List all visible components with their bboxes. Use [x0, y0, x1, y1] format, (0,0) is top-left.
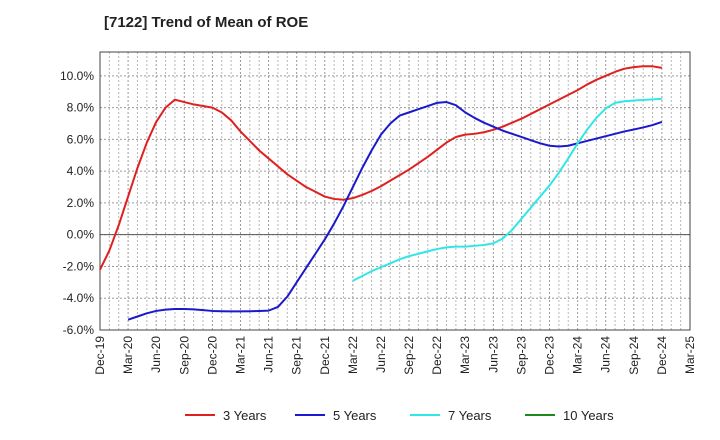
- x-tick-label: Mar-20: [121, 336, 135, 374]
- x-tick-label: Dec-20: [205, 336, 219, 375]
- y-tick-label: 4.0%: [67, 164, 95, 178]
- x-tick-label: Sep-24: [627, 336, 641, 375]
- axes: -6.0% -4.0% -2.0% 0.0% 2.0% 4.0% 6.0% 8.0% 10.0%…: [60, 51, 697, 375]
- y-tick-label: -2.0%: [63, 259, 95, 273]
- x-tick-label: Dec-24: [655, 336, 669, 375]
- legend: 3 Years 5 Years 7 Years 10 Years: [185, 408, 614, 423]
- x-tick-label: Mar-24: [571, 336, 585, 374]
- legend-label: 3 Years: [223, 408, 267, 423]
- y-tick-label: 6.0%: [67, 132, 95, 146]
- series-line-1: [99, 65, 663, 271]
- legend-label: 10 Years: [563, 408, 614, 423]
- y-tick-label: 2.0%: [67, 196, 95, 210]
- x-tick-label: Dec-23: [543, 336, 557, 375]
- series-line-2: [127, 101, 663, 321]
- y-tick-label: 8.0%: [67, 101, 95, 115]
- y-tick-label: 10.0%: [60, 69, 94, 83]
- plot-frame: [99, 51, 691, 331]
- x-tick-label: Dec-19: [93, 336, 107, 375]
- x-tick-label: Dec-21: [318, 336, 332, 375]
- x-tick-label: Sep-20: [177, 336, 191, 375]
- grid: [99, 52, 691, 331]
- x-tick-label: Jun-24: [599, 336, 613, 373]
- y-tick-label: 0.0%: [67, 228, 95, 242]
- series-line-3: [352, 97, 662, 282]
- x-tick-label: Sep-23: [514, 336, 528, 375]
- y-tick-label: -6.0%: [63, 323, 95, 337]
- series-lines: [99, 65, 663, 321]
- legend-label: 7 Years: [448, 408, 492, 423]
- x-tick-label: Jun-20: [149, 336, 163, 373]
- y-tick-label: -4.0%: [63, 291, 95, 305]
- x-tick-label: Mar-22: [346, 336, 360, 374]
- x-tick-label: Sep-22: [402, 336, 416, 375]
- x-tick-label: Mar-23: [458, 336, 472, 374]
- x-tick-label: Sep-21: [290, 336, 304, 375]
- x-tick-label: Jun-22: [374, 336, 388, 373]
- x-tick-label: Dec-22: [430, 336, 444, 375]
- x-tick-label: Jun-23: [486, 336, 500, 373]
- chart-title: [7122] Trend of Mean of ROE: [104, 14, 309, 31]
- x-tick-label: Mar-25: [683, 336, 697, 374]
- x-tick-label: Jun-21: [262, 336, 276, 373]
- x-tick-label: Mar-21: [233, 336, 247, 374]
- legend-label: 5 Years: [333, 408, 377, 423]
